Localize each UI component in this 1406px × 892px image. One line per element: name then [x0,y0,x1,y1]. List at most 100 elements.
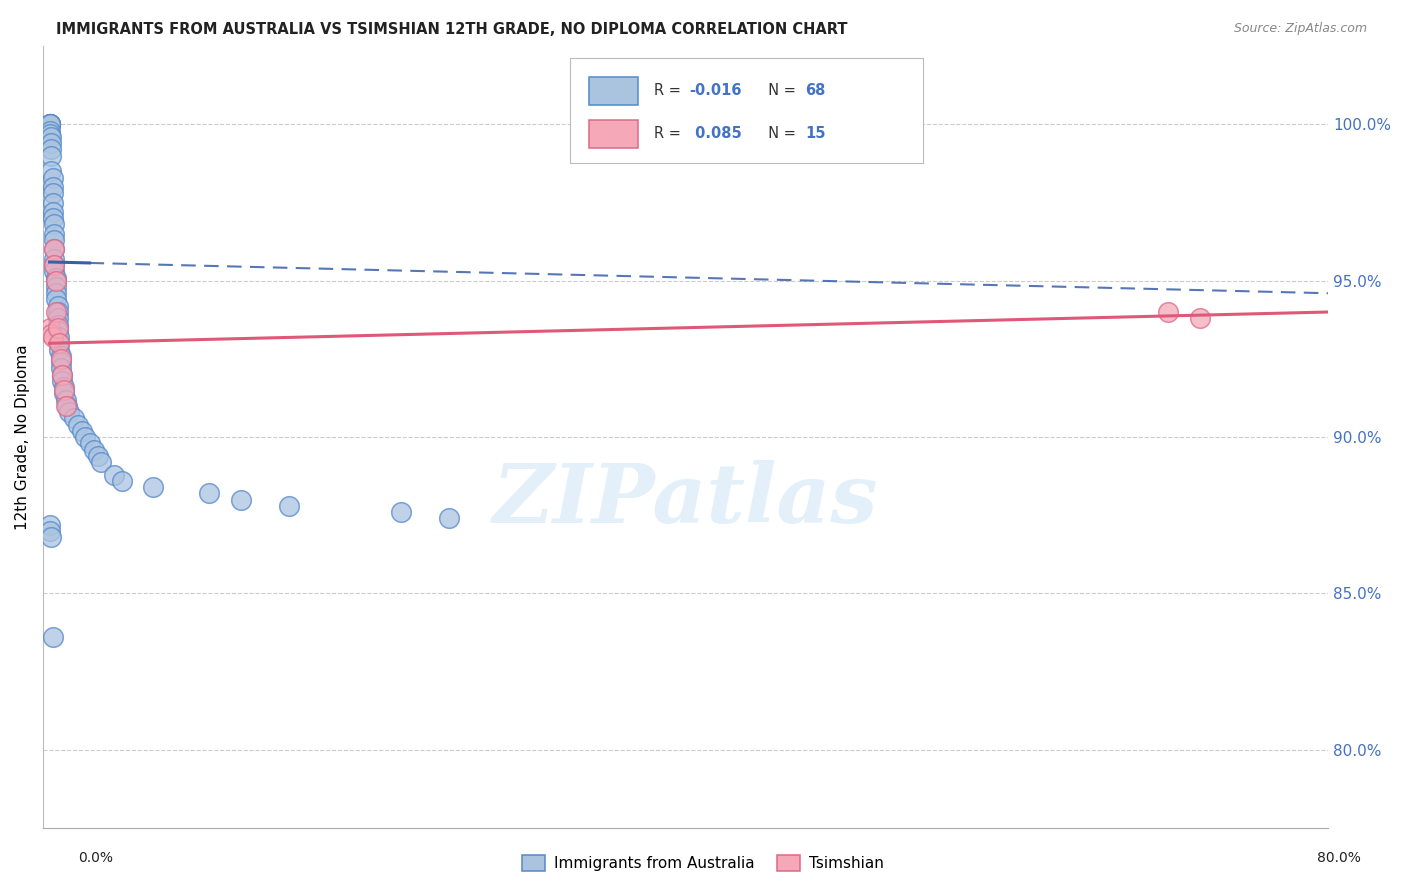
Point [46,324,69,338]
Text: R =: R = [654,83,685,98]
Point [39,164,62,178]
Point [58,405,80,419]
Point [45,293,67,307]
Point [49,355,72,369]
Point [49,351,72,366]
Point [38,117,60,131]
Text: ZIPatlas: ZIPatlas [494,459,879,540]
Text: -0.016: -0.016 [689,83,742,98]
Text: N =: N = [759,83,800,98]
Point [90,455,112,469]
FancyBboxPatch shape [569,58,924,163]
Point [44,227,66,241]
Point [49,361,72,376]
Point [42,170,65,185]
Text: N =: N = [759,127,800,141]
Point [44,258,66,272]
Point [46,320,69,334]
Point [46,299,69,313]
Point [42,630,65,644]
Point [51,374,73,388]
Point [51,368,73,382]
Point [198,486,221,500]
Point [39,326,62,341]
Text: 0.085: 0.085 [689,127,741,141]
Point [38,117,60,131]
Point [45,280,67,294]
Point [52,383,75,397]
Point [73,430,96,444]
Point [38,320,60,334]
Point [83,442,105,457]
Point [46,311,69,326]
Point [39,136,62,150]
Point [389,505,412,519]
Point [49,349,72,363]
Point [51,368,73,382]
Text: 68: 68 [806,83,825,98]
Point [142,480,165,494]
Point [42,205,65,219]
Text: 15: 15 [806,127,825,141]
Point [38,117,60,131]
Point [110,474,132,488]
Point [42,195,65,210]
Point [42,330,65,344]
Point [39,129,62,144]
Point [70,424,93,438]
Point [38,117,60,131]
Text: IMMIGRANTS FROM AUSTRALIA VS TSIMSHIAN 12TH GRADE, NO DIPLOMA CORRELATION CHART: IMMIGRANTS FROM AUSTRALIA VS TSIMSHIAN 1… [56,22,848,37]
Point [56,399,79,413]
Point [231,492,253,507]
Point [38,127,60,141]
Point [67,417,90,432]
Point [45,274,67,288]
Point [42,186,65,201]
Text: R =: R = [654,127,685,141]
Point [46,318,69,332]
Text: 80.0%: 80.0% [1316,851,1361,865]
Legend: Immigrants from Australia, Tsimshian: Immigrants from Australia, Tsimshian [516,849,890,877]
Point [44,252,66,266]
Point [55,399,77,413]
Point [62,411,84,425]
Point [52,380,75,394]
Point [45,305,67,319]
Point [48,336,70,351]
Point [103,467,125,482]
Point [38,117,60,131]
Point [39,149,62,163]
Point [46,305,69,319]
FancyBboxPatch shape [589,77,638,105]
Point [48,336,70,351]
Point [278,499,301,513]
Point [44,218,66,232]
Point [1189,311,1212,326]
Point [48,343,70,357]
Point [44,243,66,257]
Point [55,392,77,407]
Point [38,524,60,538]
Point [44,243,66,257]
FancyBboxPatch shape [589,120,638,148]
Point [44,233,66,247]
Point [45,286,67,301]
Point [48,330,70,344]
Text: Source: ZipAtlas.com: Source: ZipAtlas.com [1233,22,1367,36]
Point [42,180,65,194]
Point [86,449,108,463]
Point [42,211,65,226]
Y-axis label: 12th Grade, No Diploma: 12th Grade, No Diploma [15,344,30,530]
Point [39,530,62,544]
Point [437,511,460,525]
Point [44,258,66,272]
Point [45,274,67,288]
Point [1157,305,1180,319]
Point [79,436,101,450]
Point [44,264,66,278]
Point [39,142,62,156]
Point [52,386,75,401]
Point [38,517,60,532]
Point [45,270,67,285]
Point [38,123,60,137]
